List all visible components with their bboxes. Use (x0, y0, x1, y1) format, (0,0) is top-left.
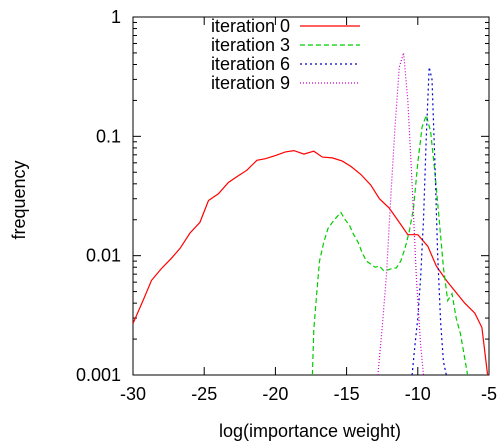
series-line-iteration-9 (377, 52, 425, 375)
y-tick-label: 1 (111, 7, 121, 27)
x-tick-label: -25 (191, 384, 217, 404)
legend-label-iteration-3: iteration 3 (211, 35, 290, 55)
series-line-iteration-3 (311, 113, 469, 375)
y-tick-label: 0.1 (96, 126, 121, 146)
series-group (133, 52, 489, 375)
y-tick-label: 0.001 (76, 365, 121, 385)
plot-area (132, 16, 490, 376)
legend-label-iteration-6: iteration 6 (211, 54, 290, 74)
legend-label-iteration-0: iteration 0 (211, 16, 290, 36)
x-axis-label: log(importance weight) (219, 421, 401, 441)
axis-ticks: -30 -25 -20 -15 -10 -5 0.001 0.01 0.1 1 (76, 7, 497, 404)
y-tick-label: 0.01 (86, 246, 121, 266)
legend-label-iteration-9: iteration 9 (211, 73, 290, 93)
y-axis-label: frequency (9, 160, 29, 239)
x-tick-label: -15 (334, 384, 360, 404)
x-tick-label: -20 (262, 384, 288, 404)
series-line-iteration-0 (133, 149, 489, 375)
x-tick-label: -30 (120, 384, 146, 404)
series-line-iteration-6 (411, 66, 447, 375)
x-tick-label: -5 (481, 384, 497, 404)
plot-frame (132, 16, 490, 376)
x-tick-label: -10 (405, 384, 431, 404)
